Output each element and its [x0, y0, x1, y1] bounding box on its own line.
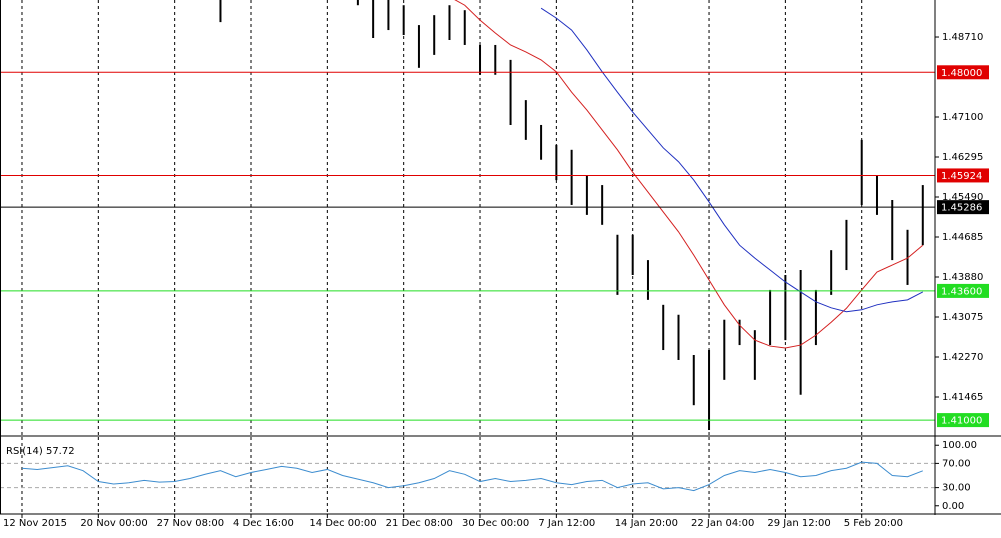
- y-tick-label: 1.46295: [942, 152, 983, 163]
- x-tick-label: 12 Nov 2015: [3, 518, 67, 529]
- y-tick-label: 30.00: [942, 483, 971, 494]
- y-tick-label: 1.42270: [942, 352, 983, 363]
- y-tick-label: 0.00: [942, 501, 964, 512]
- y-tick-label: 1.43880: [942, 272, 983, 283]
- y-tick-label: 100.00: [942, 440, 977, 451]
- x-tick-label: 20 Nov 00:00: [80, 518, 147, 529]
- x-tick-label: 22 Jan 04:00: [691, 518, 754, 529]
- level-label-box: [937, 65, 989, 80]
- level-label-box: [937, 168, 989, 183]
- moving-average: [454, 0, 924, 349]
- x-tick-label: 14 Dec 00:00: [309, 518, 376, 529]
- price-panel: [0, 0, 935, 435]
- y-tick-label: 1.41465: [942, 392, 983, 403]
- rsi-line: [21, 461, 923, 492]
- x-tick-label: 14 Jan 20:00: [615, 518, 678, 529]
- level-label-box: [937, 413, 989, 428]
- x-tick-label: 29 Jan 12:00: [767, 518, 830, 529]
- rsi-title: RSI(14) 57.72: [6, 446, 75, 457]
- level-label: 1.45286: [941, 203, 982, 214]
- level-label: 1.43600: [941, 286, 982, 297]
- y-tick-label: 1.47100: [942, 112, 983, 123]
- y-tick-label: 1.43075: [942, 312, 983, 323]
- x-tick-label: 27 Nov 08:00: [157, 518, 224, 529]
- y-tick-label: 1.44685: [942, 232, 983, 243]
- y-tick-label: 70.00: [942, 458, 971, 469]
- level-label-box: [937, 283, 989, 298]
- level-label: 1.41000: [941, 416, 982, 427]
- level-label: 1.45924: [941, 171, 982, 182]
- x-tick-label: 21 Dec 08:00: [386, 518, 453, 529]
- level-label-box: [937, 200, 989, 215]
- x-tick-label: 30 Dec 00:00: [462, 518, 529, 529]
- x-tick-label: 5 Feb 20:00: [844, 518, 903, 529]
- y-tick-label: 1.48710: [942, 32, 983, 43]
- level-label: 1.48000: [941, 68, 982, 79]
- moving-average: [540, 7, 924, 313]
- x-tick-label: 7 Jan 12:00: [538, 518, 595, 529]
- y-tick-label: 1.45490: [942, 192, 983, 203]
- rsi-panel: [0, 437, 935, 514]
- x-tick-label: 4 Dec 16:00: [233, 518, 294, 529]
